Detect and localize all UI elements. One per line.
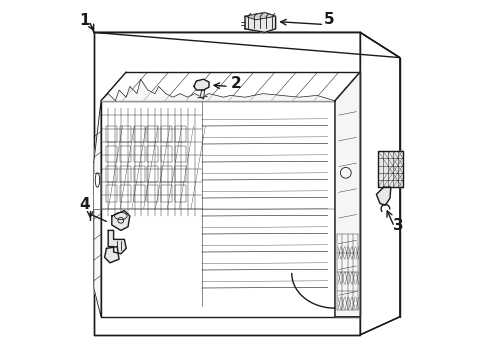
Polygon shape bbox=[335, 72, 360, 317]
Polygon shape bbox=[376, 187, 391, 205]
Text: 1: 1 bbox=[79, 13, 90, 28]
Bar bbox=[120, 146, 131, 162]
Bar bbox=[134, 146, 145, 162]
Bar bbox=[134, 166, 145, 182]
Polygon shape bbox=[360, 32, 400, 335]
Polygon shape bbox=[94, 32, 400, 58]
Bar bbox=[106, 166, 117, 182]
Polygon shape bbox=[94, 101, 101, 317]
Polygon shape bbox=[101, 101, 335, 317]
Polygon shape bbox=[94, 32, 360, 335]
Text: 5: 5 bbox=[324, 13, 335, 27]
Bar bbox=[120, 126, 131, 142]
Bar bbox=[161, 185, 172, 202]
Bar bbox=[161, 126, 172, 142]
Polygon shape bbox=[200, 90, 205, 99]
Bar bbox=[161, 146, 172, 162]
Text: 3: 3 bbox=[392, 219, 403, 233]
Bar bbox=[134, 185, 145, 202]
Bar bbox=[175, 126, 186, 142]
Bar bbox=[134, 126, 145, 142]
Polygon shape bbox=[112, 211, 130, 230]
Polygon shape bbox=[104, 247, 119, 263]
Bar bbox=[106, 126, 117, 142]
Polygon shape bbox=[245, 13, 275, 32]
Polygon shape bbox=[93, 173, 100, 209]
Polygon shape bbox=[245, 13, 275, 20]
Bar bbox=[175, 146, 186, 162]
Bar bbox=[147, 185, 158, 202]
Bar bbox=[106, 146, 117, 162]
Bar bbox=[120, 166, 131, 182]
Bar bbox=[147, 166, 158, 182]
Bar bbox=[147, 146, 158, 162]
Bar bbox=[175, 185, 186, 202]
Bar bbox=[120, 185, 131, 202]
Bar bbox=[161, 166, 172, 182]
Bar bbox=[175, 166, 186, 182]
Text: 2: 2 bbox=[231, 76, 242, 91]
Polygon shape bbox=[194, 79, 209, 90]
Bar bbox=[106, 185, 117, 202]
Polygon shape bbox=[378, 151, 403, 187]
Text: 4: 4 bbox=[79, 197, 90, 212]
Polygon shape bbox=[108, 230, 126, 254]
Bar bbox=[147, 126, 158, 142]
Polygon shape bbox=[335, 72, 360, 317]
